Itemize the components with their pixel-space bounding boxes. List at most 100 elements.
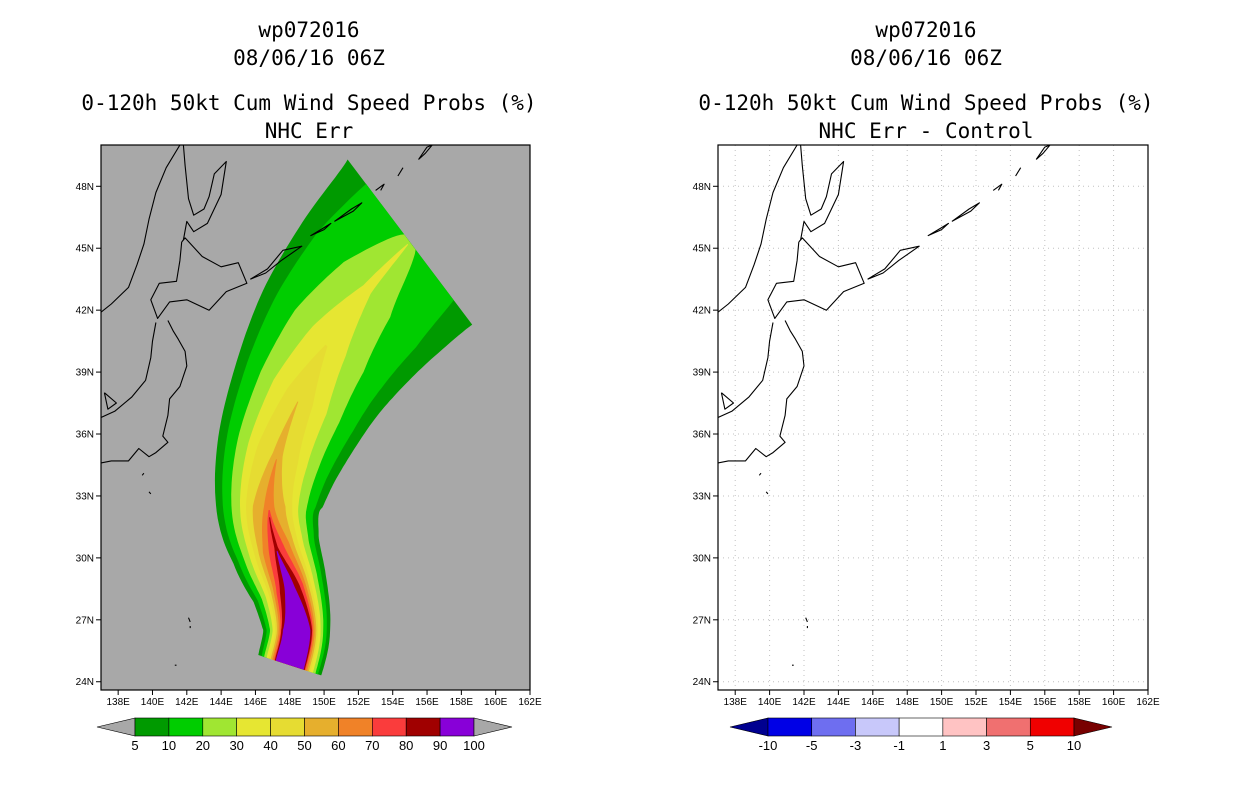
x-tick-label: 156E: [1033, 697, 1057, 708]
x-tick-label: 160E: [1102, 697, 1126, 708]
right-title-main: 0-120h 50kt Cum Wind Speed Probs (%): [698, 91, 1153, 115]
colorbar-label: 3: [983, 738, 990, 753]
coastline-14: [187, 617, 191, 623]
x-tick-label: 142E: [175, 697, 199, 708]
x-tick-label: 142E: [792, 697, 816, 708]
x-tick-label: 140E: [758, 697, 782, 708]
colorbar-label: 20: [196, 738, 210, 753]
y-tick-label: 33N: [76, 491, 94, 502]
colorbar-label: 60: [331, 738, 345, 753]
colorbar-swatch: [898, 717, 944, 737]
map-content: [101, 145, 473, 676]
right-y-axis: 24N 27N 30N 33N 36N 39N 42N 45N 48N: [693, 182, 718, 688]
map-background-white: [718, 145, 1148, 690]
map-frame: [100, 144, 531, 691]
x-tick-label: 138E: [106, 697, 130, 708]
left-title-subtitle: NHC Err: [265, 119, 354, 143]
map-frame: [717, 144, 1149, 691]
y-tick-label: 39N: [693, 368, 711, 379]
left-map-area: [100, 144, 531, 691]
x-tick-label: 152E: [347, 697, 371, 708]
coastline-0: [718, 145, 798, 313]
x-tick-label: 152E: [964, 697, 988, 708]
right-map-area: [717, 144, 1149, 691]
left-title-date: 08/06/16 06Z: [233, 46, 385, 70]
y-tick-label: 33N: [693, 491, 711, 502]
coastline-3: [718, 320, 805, 464]
coastline-6: [250, 245, 303, 280]
colorbar-swatch: [942, 717, 987, 737]
coastline-9: [992, 183, 1003, 191]
coastline-10: [1015, 167, 1022, 177]
colorbar-swatch: [236, 717, 271, 737]
y-tick-label: 45N: [693, 244, 711, 255]
y-tick-label: 39N: [76, 368, 94, 379]
x-tick-label: 158E: [450, 697, 474, 708]
coastline-10: [397, 167, 404, 177]
coastline-14: [805, 617, 808, 623]
colorbar-swatch: [304, 717, 339, 737]
y-tick-label: 27N: [76, 615, 94, 626]
colorbar-label: 80: [399, 738, 413, 753]
coastline-1: [800, 145, 845, 241]
left-y-axis: 24N 27N 30N 33N 36N 39N 42N 45N 48N: [76, 182, 101, 688]
coastline-11: [418, 145, 433, 160]
x-tick-label: 150E: [312, 697, 336, 708]
colorbar-swatch: [168, 717, 204, 737]
left-panel: wp072016 08/06/16 06Z 0-120h 50kt Cum Wi…: [76, 18, 542, 753]
colorbar-swatch: [986, 717, 1031, 737]
prob-contour-90: [275, 550, 311, 670]
y-tick-label: 30N: [76, 553, 94, 564]
coastline-2: [767, 237, 865, 319]
colorbar-swatch: [767, 717, 813, 737]
y-tick-label: 36N: [76, 430, 94, 441]
colorbar-swatch: [855, 717, 900, 737]
coastline-8: [951, 202, 980, 222]
coastline-0: [101, 145, 181, 313]
colorbar-swatch: [811, 717, 856, 737]
y-tick-label: 48N: [693, 182, 711, 193]
colorbar-over-triangle: [473, 717, 513, 737]
colorbar-label: -5: [806, 738, 818, 753]
coastline-4: [101, 322, 157, 419]
x-tick-label: 148E: [278, 697, 302, 708]
coastline-4: [718, 322, 774, 419]
left-x-axis: 138E 140E 142E 144E 146E 148E 150E 152E 154E 156E…: [106, 690, 542, 708]
x-tick-label: 140E: [141, 697, 165, 708]
coastline-7: [927, 222, 950, 237]
colorbar-label: 40: [263, 738, 277, 753]
coastline-7: [310, 222, 332, 237]
coastline-8: [334, 202, 363, 222]
x-tick-label: 144E: [209, 697, 233, 708]
colorbar-label: 30: [229, 738, 243, 753]
coastline-13: [148, 491, 152, 495]
left-title-storm-id: wp072016: [258, 18, 359, 42]
colorbar-swatch: [338, 717, 373, 737]
x-tick-label: 158E: [1068, 697, 1092, 708]
y-tick-label: 27N: [693, 615, 711, 626]
right-x-axis: 138E 140E 142E 144E 146E 148E 150E 152E 154E 156E…: [724, 690, 1160, 708]
colorbar-swatch: [1029, 717, 1075, 737]
x-tick-label: 162E: [1136, 697, 1160, 708]
coastline-6: [867, 245, 920, 280]
coastline-2: [150, 237, 248, 319]
coastline-5: [720, 392, 735, 410]
colorbar-label: 10: [162, 738, 176, 753]
colorbar-swatch: [134, 717, 170, 737]
colorbar-over-triangle: [1073, 717, 1113, 737]
right-title-storm-id: wp072016: [875, 18, 976, 42]
colorbar-label: 5: [1027, 738, 1034, 753]
colorbar-label: 50: [297, 738, 311, 753]
x-tick-label: 146E: [244, 697, 268, 708]
colorbar-swatch: [439, 717, 475, 737]
x-tick-label: 138E: [724, 697, 748, 708]
x-tick-label: 154E: [381, 697, 405, 708]
colorbar-swatch: [371, 717, 407, 737]
x-tick-label: 144E: [827, 697, 851, 708]
colorbar-label: 1: [939, 738, 946, 753]
y-tick-label: 24N: [76, 677, 94, 688]
x-tick-label: 154E: [999, 697, 1023, 708]
coastline-5: [103, 392, 117, 410]
x-tick-label: 160E: [484, 697, 508, 708]
